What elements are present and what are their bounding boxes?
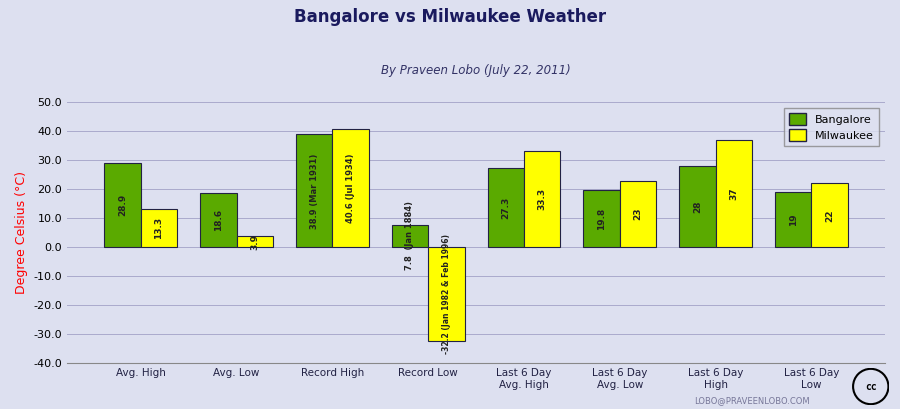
Title: By Praveen Lobo (July 22, 2011): By Praveen Lobo (July 22, 2011) — [382, 64, 571, 77]
Text: cc: cc — [865, 382, 877, 391]
Bar — [392, 225, 428, 247]
Bar — [296, 135, 332, 247]
Text: 3.9: 3.9 — [250, 234, 259, 249]
Text: 33.3: 33.3 — [537, 188, 546, 210]
Bar — [524, 151, 561, 247]
Bar — [583, 190, 620, 247]
Bar — [620, 180, 656, 247]
Bar — [428, 247, 464, 341]
Text: 19.8: 19.8 — [597, 207, 606, 230]
Text: 27.3: 27.3 — [501, 197, 510, 219]
Bar — [200, 193, 237, 247]
Bar — [775, 192, 812, 247]
Text: Bangalore vs Milwaukee Weather: Bangalore vs Milwaukee Weather — [294, 8, 606, 26]
Text: 22: 22 — [825, 209, 834, 222]
Text: 37: 37 — [729, 187, 738, 200]
Text: 38.9 (Mar 1931): 38.9 (Mar 1931) — [310, 153, 319, 229]
Bar — [104, 164, 140, 247]
Text: 23: 23 — [634, 208, 643, 220]
Text: 40.6 (Jul 1934): 40.6 (Jul 1934) — [346, 154, 356, 223]
Bar — [716, 140, 752, 247]
Text: -32.2 (Jan 1982 & Feb 1996): -32.2 (Jan 1982 & Feb 1996) — [442, 234, 451, 354]
Bar — [140, 209, 177, 247]
Bar — [812, 183, 848, 247]
Bar — [237, 236, 273, 247]
Bar — [488, 168, 524, 247]
Bar — [332, 129, 369, 247]
Text: 13.3: 13.3 — [155, 217, 164, 239]
Text: 18.6: 18.6 — [214, 209, 223, 231]
Text: 28: 28 — [693, 200, 702, 213]
Y-axis label: Degree Celsius (°C): Degree Celsius (°C) — [15, 171, 28, 294]
Text: 28.9: 28.9 — [118, 194, 127, 216]
Text: 7.8  (Jan 1884): 7.8 (Jan 1884) — [406, 202, 415, 270]
Legend: Bangalore, Milwaukee: Bangalore, Milwaukee — [784, 108, 879, 146]
Bar — [680, 166, 716, 247]
Text: 19: 19 — [788, 213, 797, 226]
Text: LOBO@PRAVEENLOBO.COM: LOBO@PRAVEENLOBO.COM — [695, 396, 810, 405]
